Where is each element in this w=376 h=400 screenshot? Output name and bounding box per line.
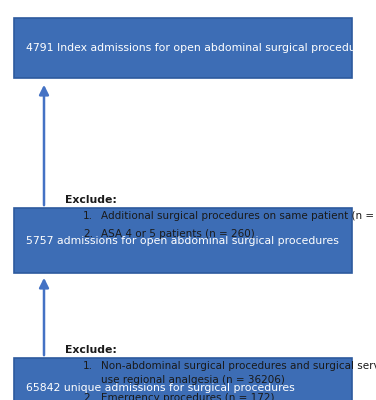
Text: use regional analgesia (n = 36206): use regional analgesia (n = 36206) xyxy=(101,375,285,385)
Text: 2.: 2. xyxy=(83,393,93,400)
Text: 2.: 2. xyxy=(83,229,93,239)
Text: 1.: 1. xyxy=(83,211,93,221)
Text: Non-abdominal surgical procedures and surgical services which do not: Non-abdominal surgical procedures and su… xyxy=(101,361,376,371)
Text: 5757 admissions for open abdominal surgical procedures: 5757 admissions for open abdominal surgi… xyxy=(26,236,339,246)
FancyBboxPatch shape xyxy=(14,208,352,273)
FancyBboxPatch shape xyxy=(14,358,352,400)
Text: Exclude:: Exclude: xyxy=(65,195,117,205)
Text: ASA 4 or 5 patients (n = 260): ASA 4 or 5 patients (n = 260) xyxy=(101,229,255,239)
Text: 65842 unique admissions for surgical procedures: 65842 unique admissions for surgical pro… xyxy=(26,383,295,393)
Text: 4791 Index admissions for open abdominal surgical procedures: 4791 Index admissions for open abdominal… xyxy=(26,43,372,53)
Text: Exclude:: Exclude: xyxy=(65,345,117,355)
Text: Additional surgical procedures on same patient (n = 706): Additional surgical procedures on same p… xyxy=(101,211,376,221)
Text: 1.: 1. xyxy=(83,361,93,371)
FancyBboxPatch shape xyxy=(14,18,352,78)
Text: Emergency procedures (n = 172): Emergency procedures (n = 172) xyxy=(101,393,274,400)
